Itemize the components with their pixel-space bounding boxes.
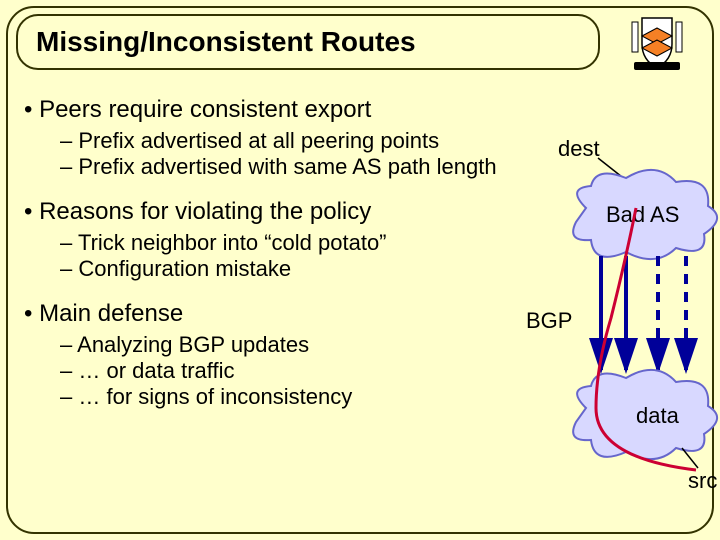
bullet-1: Peers require consistent export [24, 96, 696, 124]
label-dest: dest [558, 138, 600, 161]
slide-title: Missing/Inconsistent Routes [36, 26, 580, 58]
princeton-logo-icon [624, 14, 690, 74]
label-src: src [688, 468, 717, 493]
label-data: data [636, 403, 680, 428]
cloud-bad-as: Bad AS [573, 170, 717, 259]
title-box: Missing/Inconsistent Routes [16, 14, 600, 70]
label-bgp: BGP [526, 308, 572, 333]
network-diagram: dest Bad AS BGP data src [496, 138, 720, 458]
label-bad-as: Bad AS [606, 202, 679, 227]
